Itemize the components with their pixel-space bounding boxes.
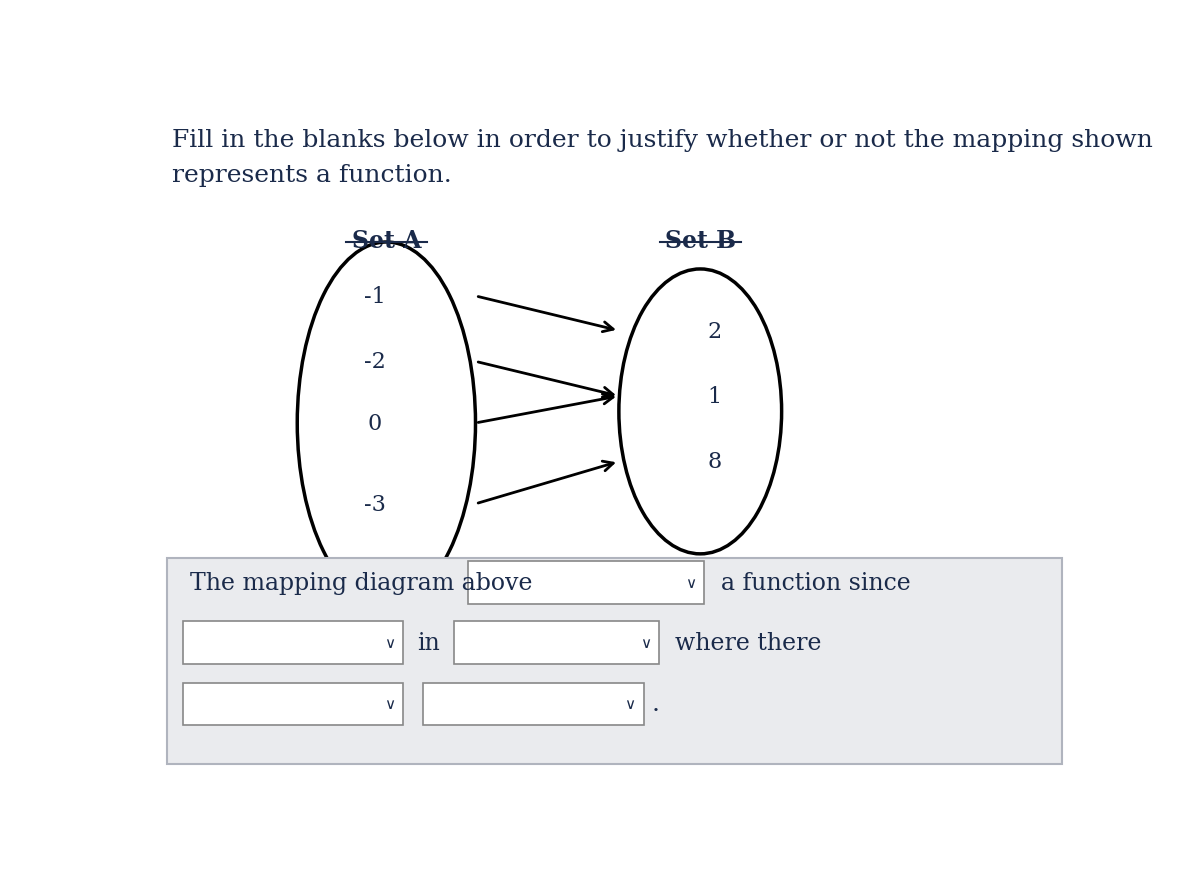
FancyBboxPatch shape — [468, 561, 704, 604]
Text: ∨: ∨ — [384, 697, 395, 712]
Text: Fill in the blanks below in order to justify whether or not the mapping shown: Fill in the blanks below in order to jus… — [172, 129, 1152, 152]
Text: in: in — [418, 631, 440, 654]
FancyBboxPatch shape — [167, 558, 1062, 764]
Text: ∨: ∨ — [384, 635, 395, 650]
Text: represents a function.: represents a function. — [172, 164, 451, 187]
FancyBboxPatch shape — [182, 621, 403, 664]
Text: .: . — [652, 693, 660, 716]
Text: ∨: ∨ — [640, 635, 650, 650]
Text: ∨: ∨ — [624, 697, 635, 712]
Text: -3: -3 — [364, 494, 385, 515]
FancyBboxPatch shape — [422, 683, 643, 726]
Text: 0: 0 — [367, 413, 382, 434]
Text: Set B: Set B — [665, 229, 736, 253]
Text: -1: -1 — [364, 286, 385, 308]
Text: -2: -2 — [364, 351, 385, 373]
Text: 2: 2 — [707, 320, 721, 342]
Text: where there: where there — [674, 631, 821, 654]
Text: a function since: a function since — [721, 571, 911, 594]
Text: 8: 8 — [707, 451, 721, 473]
Text: The mapping diagram above: The mapping diagram above — [191, 571, 533, 594]
FancyBboxPatch shape — [182, 683, 403, 726]
Text: 1: 1 — [707, 386, 721, 408]
Text: ∨: ∨ — [685, 575, 696, 590]
Text: Set A: Set A — [352, 229, 421, 253]
FancyBboxPatch shape — [454, 621, 659, 664]
